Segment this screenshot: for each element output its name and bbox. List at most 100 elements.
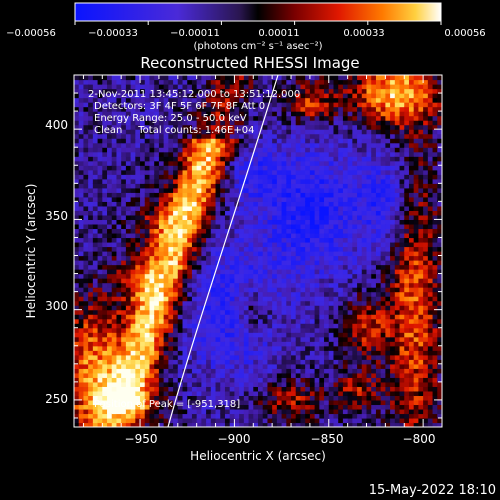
heatmap-cell	[125, 93, 132, 99]
heatmap-cell	[220, 97, 226, 103]
heatmap-cell	[357, 264, 363, 270]
heatmap-cell	[177, 354, 184, 360]
heatmap-cell	[182, 102, 188, 108]
heatmap-cell	[229, 192, 236, 198]
heatmap-cell	[187, 260, 193, 266]
heatmap-cell	[177, 345, 184, 351]
heatmap-cell	[92, 395, 99, 401]
heatmap-cell	[111, 75, 118, 81]
heatmap-cell	[196, 88, 202, 94]
heatmap-cell	[357, 345, 363, 351]
heatmap-cell	[272, 264, 278, 270]
heatmap-cell	[342, 336, 349, 342]
heatmap-cell	[347, 305, 353, 311]
heatmap-cell	[243, 102, 250, 108]
heatmap-cell	[324, 102, 330, 108]
heatmap-cell	[102, 106, 108, 112]
heatmap-cell	[333, 300, 339, 306]
heatmap-cell	[239, 246, 245, 252]
heatmap-cell	[324, 408, 330, 415]
heatmap-cell	[92, 133, 99, 139]
heatmap-cell	[158, 273, 165, 279]
heatmap-cell	[281, 129, 287, 135]
heatmap-cell	[347, 237, 353, 243]
heatmap-cell	[102, 264, 108, 270]
heatmap-cell	[305, 413, 311, 419]
heatmap-cell	[125, 336, 132, 342]
heatmap-cell	[187, 255, 193, 261]
heatmap-cell	[328, 354, 335, 360]
heatmap-cell	[215, 178, 221, 184]
heatmap-cell	[258, 251, 264, 257]
heatmap-cell	[272, 160, 278, 166]
heatmap-cell	[328, 120, 335, 126]
heatmap-cell	[319, 237, 325, 243]
heatmap-cell	[333, 372, 339, 378]
heatmap-cell	[262, 228, 269, 234]
heatmap-cell	[309, 399, 316, 406]
heatmap-cell	[328, 408, 335, 415]
heatmap-cell	[352, 291, 358, 297]
heatmap-cell	[371, 183, 377, 189]
heatmap-cell	[201, 368, 207, 374]
heatmap-cell	[309, 124, 316, 130]
heatmap-cell	[319, 314, 325, 320]
heatmap-cell	[243, 332, 250, 338]
heatmap-cell	[111, 359, 118, 365]
heatmap-cell	[286, 390, 292, 397]
heatmap-cell	[295, 84, 302, 90]
heatmap-cell	[74, 205, 80, 211]
heatmap-cell	[83, 318, 89, 324]
heatmap-cell	[201, 336, 207, 342]
heatmap-cell	[243, 417, 250, 424]
heatmap-cell	[116, 124, 122, 130]
heatmap-cell	[248, 142, 254, 148]
heatmap-cell	[182, 196, 188, 202]
heatmap-cell	[210, 102, 217, 108]
heatmap-cell	[149, 142, 155, 148]
heatmap-cell	[295, 309, 302, 315]
heatmap-cell	[158, 318, 165, 324]
heatmap-cell	[305, 381, 311, 387]
heatmap-cell	[220, 165, 226, 171]
heatmap-cell	[187, 84, 193, 90]
heatmap-cell	[324, 192, 330, 198]
heatmap-cell	[305, 336, 311, 342]
heatmap-cell	[116, 377, 122, 383]
heatmap-cell	[352, 408, 358, 415]
heatmap-cell	[234, 273, 240, 279]
heatmap-cell	[347, 124, 353, 130]
heatmap-cell	[163, 237, 169, 243]
heatmap-cell	[173, 111, 179, 117]
heatmap-cell	[102, 232, 108, 239]
heatmap-cell	[314, 120, 320, 126]
heatmap-cell	[314, 133, 320, 139]
heatmap-cell	[338, 106, 344, 112]
heatmap-cell	[224, 390, 231, 397]
heatmap-cell	[352, 273, 358, 279]
heatmap-cell	[276, 178, 283, 184]
heatmap-cell	[305, 156, 311, 162]
heatmap-cell	[243, 408, 250, 415]
heatmap-cell	[319, 390, 325, 397]
heatmap-cell	[309, 417, 316, 424]
heatmap-cell	[121, 255, 127, 261]
heatmap-cell	[319, 354, 325, 360]
heatmap-cell	[243, 377, 250, 383]
heatmap-cell	[342, 165, 349, 171]
heatmap-cell	[248, 282, 254, 288]
heatmap-cell	[286, 124, 292, 130]
heatmap-cell	[276, 169, 283, 175]
heatmap-cell	[111, 354, 118, 360]
heatmap-cell	[163, 214, 169, 221]
heatmap-cell	[140, 106, 146, 112]
heatmap-cell	[130, 75, 136, 81]
heatmap-cell	[154, 300, 160, 306]
heatmap-cell	[234, 210, 240, 216]
heatmap-cell	[309, 93, 316, 99]
heatmap-cell	[196, 395, 202, 401]
heatmap-cell	[116, 305, 122, 311]
heatmap-cell	[74, 192, 80, 198]
heatmap-cell	[215, 359, 221, 365]
heatmap-cell	[357, 341, 363, 347]
